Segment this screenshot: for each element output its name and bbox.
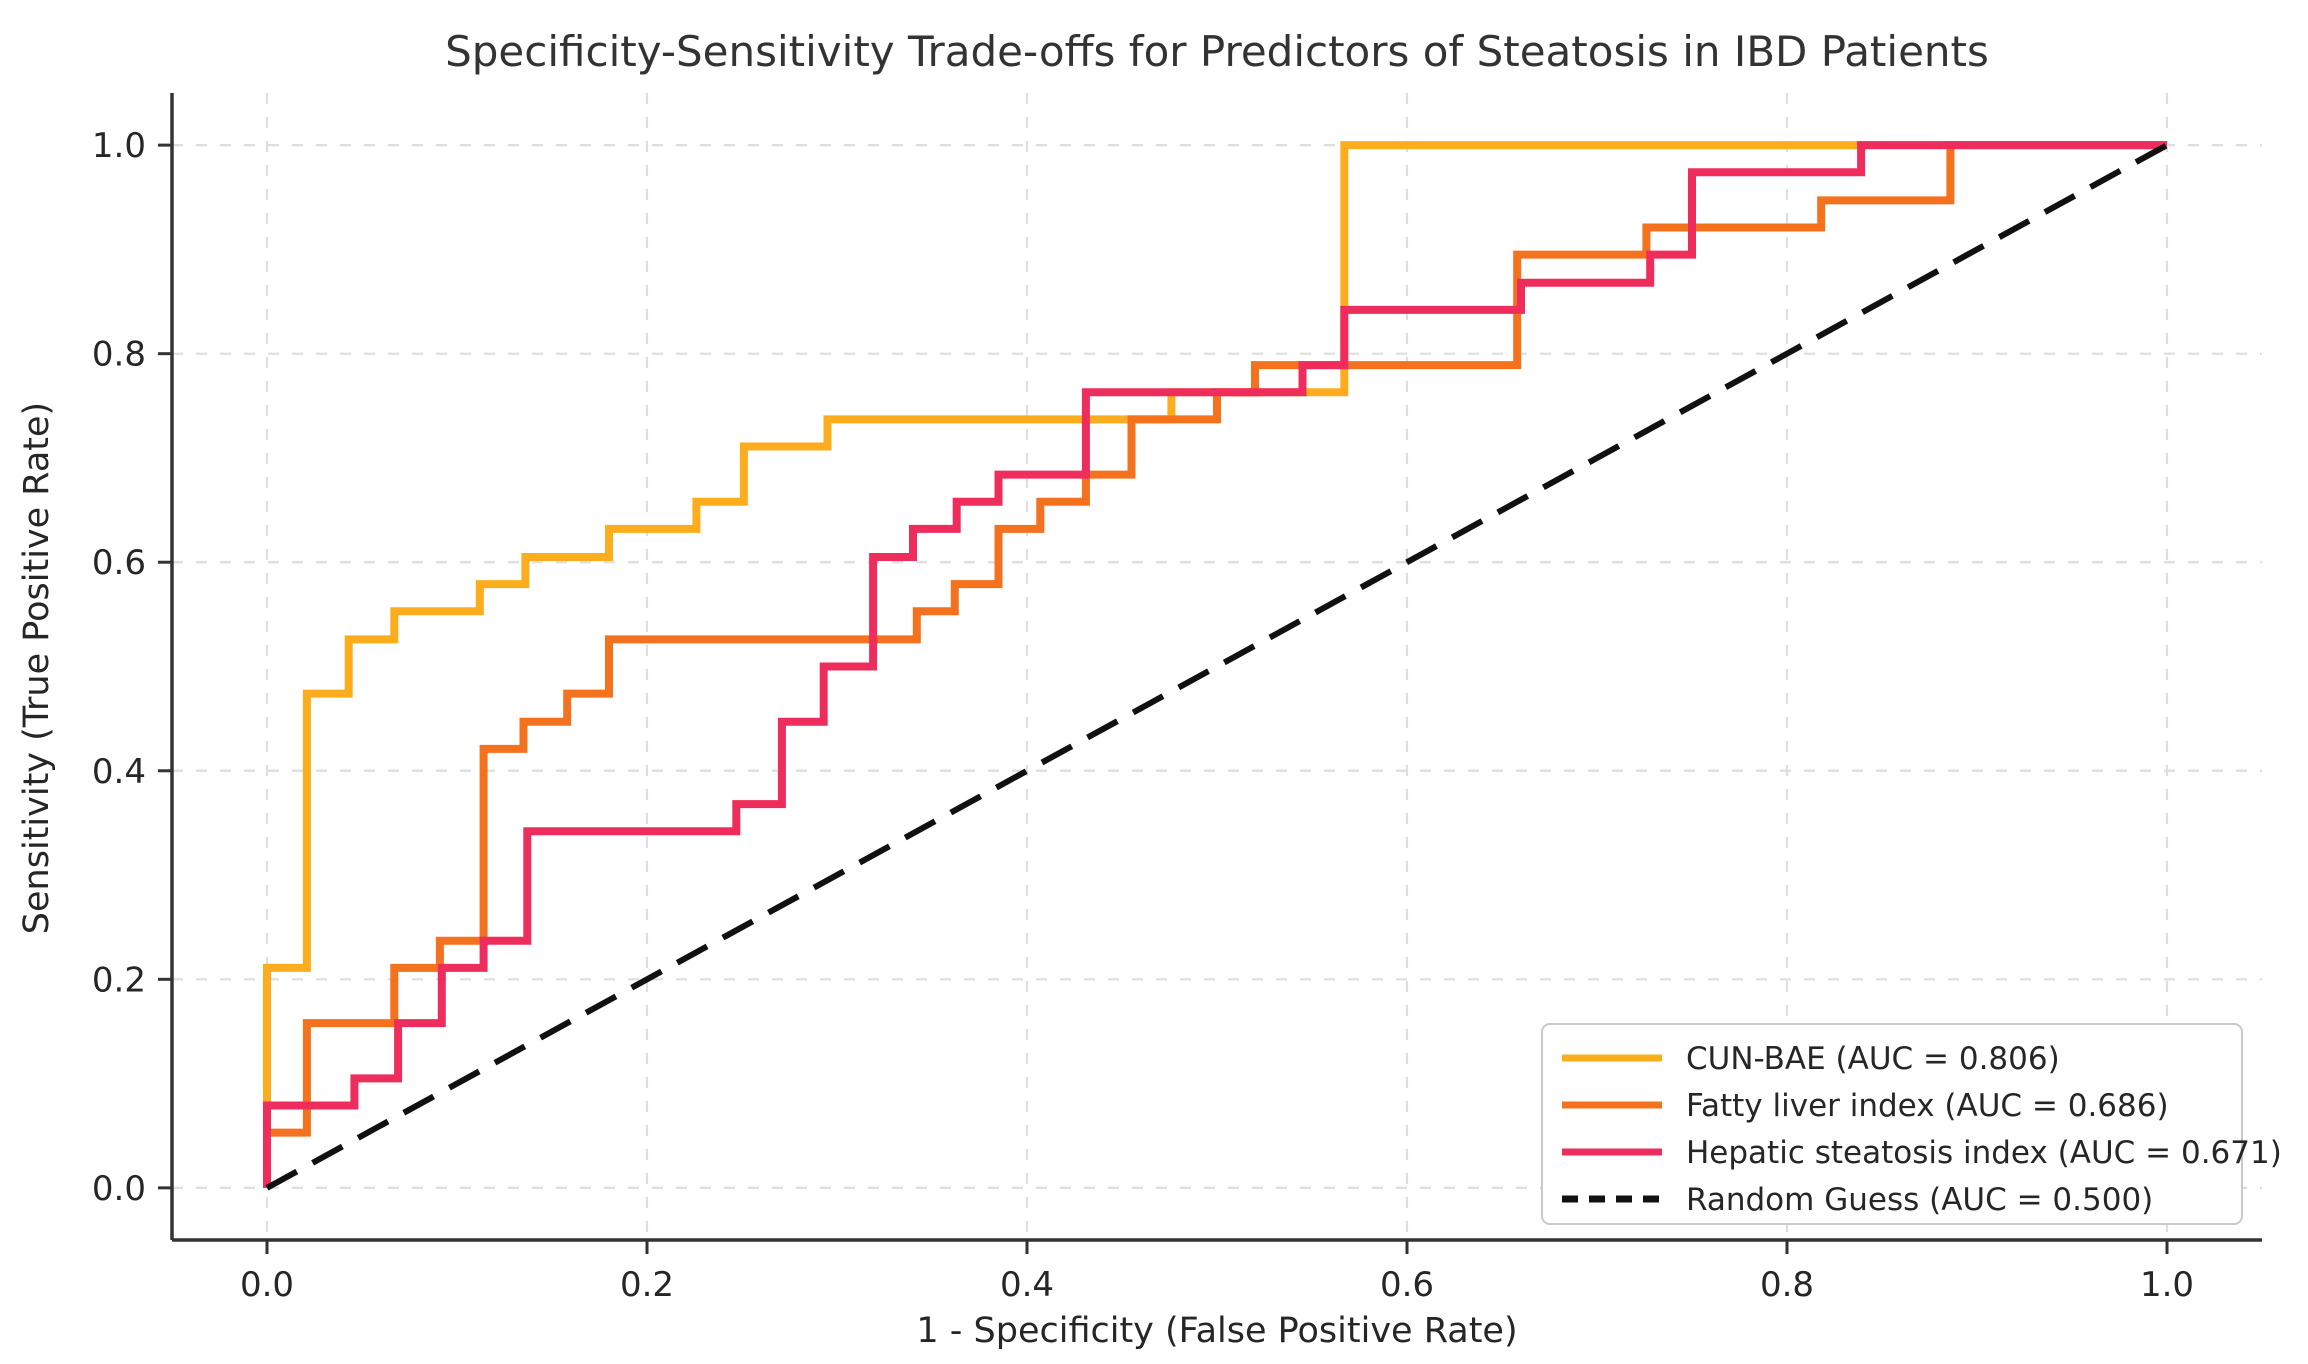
y-axis-label: Sensitivity (True Positive Rate) — [17, 402, 57, 934]
x-axis-label: 1 - Specificity (False Positive Rate) — [916, 1311, 1517, 1351]
y-tick-label: 0.0 — [92, 1169, 146, 1209]
x-tick-label: 0.4 — [1000, 1265, 1054, 1305]
legend-label: Hepatic steatosis index (AUC = 0.671) — [1686, 1135, 2282, 1171]
legend-item: Hepatic steatosis index (AUC = 0.671) — [1562, 1135, 2282, 1171]
roc-curve-fatty-liver-index — [263, 141, 2167, 1188]
y-tick-label: 0.2 — [92, 960, 146, 1000]
legend-box — [1541, 1023, 2243, 1225]
legend-label: CUN-BAE (AUC = 0.806) — [1686, 1041, 2060, 1077]
chart-title: Specificity-Sensitivity Trade-offs for P… — [445, 27, 1989, 76]
x-tick-label: 0.0 — [240, 1265, 294, 1305]
legend-item: Fatty liver index (AUC = 0.686) — [1562, 1088, 2169, 1124]
y-tick-label: 0.8 — [92, 335, 146, 375]
legend-item: CUN-BAE (AUC = 0.806) — [1562, 1041, 2060, 1077]
x-tick-label: 1.0 — [2140, 1265, 2194, 1305]
axes: 0.0 0.2 0.4 0.6 0.8 1.0 0.0 0.2 0.4 0.6 0.8 1.0 — [92, 93, 2262, 1305]
legend: CUN-BAE (AUC = 0.806) Fatty liver index (… — [1541, 1023, 2282, 1225]
legend-item: Random Guess (AUC = 0.500) — [1562, 1182, 2153, 1218]
roc-curves — [263, 141, 2169, 1191]
x-tick-label: 0.8 — [1760, 1265, 1814, 1305]
roc-curve-hepatic-steatosis-index — [263, 141, 2167, 1188]
y-tick-label: 0.6 — [92, 543, 146, 583]
x-tick-label: 0.2 — [620, 1265, 674, 1305]
y-tick-label: 1.0 — [92, 126, 146, 166]
legend-label: Fatty liver index (AUC = 0.686) — [1686, 1088, 2169, 1124]
legend-label: Random Guess (AUC = 0.500) — [1686, 1182, 2153, 1218]
x-tick-label: 0.6 — [1380, 1265, 1434, 1305]
y-tick-label: 0.4 — [92, 752, 146, 792]
